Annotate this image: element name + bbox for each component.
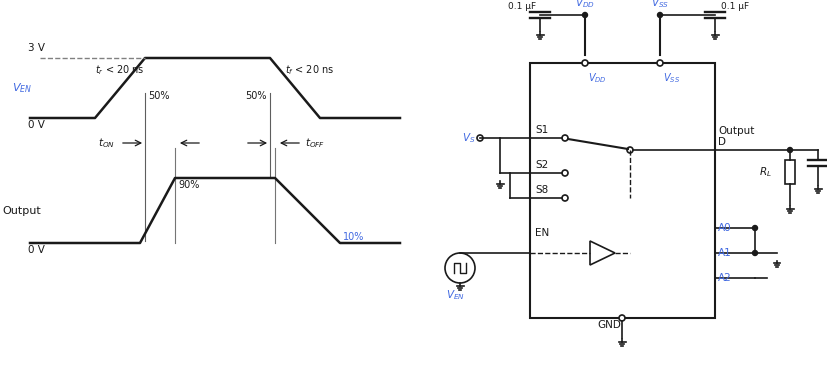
- Circle shape: [562, 135, 568, 141]
- Text: 50%: 50%: [246, 91, 267, 101]
- Text: $V_{EN}$: $V_{EN}$: [446, 288, 465, 302]
- Circle shape: [562, 195, 568, 201]
- Text: A2: A2: [718, 273, 732, 283]
- Text: A1: A1: [718, 248, 732, 258]
- Text: $V_{DD}$: $V_{DD}$: [588, 71, 607, 85]
- Text: 0 V: 0 V: [28, 120, 45, 130]
- Text: GND: GND: [597, 320, 621, 330]
- Text: $V_S$: $V_S$: [461, 131, 475, 145]
- Circle shape: [753, 251, 758, 256]
- Text: $V_{DD}$: $V_{DD}$: [575, 0, 595, 10]
- Text: Output: Output: [2, 206, 41, 216]
- Text: A0: A0: [718, 223, 732, 233]
- Text: S8: S8: [535, 185, 548, 195]
- Circle shape: [657, 13, 662, 18]
- Circle shape: [582, 60, 588, 66]
- Text: 90%: 90%: [178, 179, 199, 189]
- Circle shape: [657, 60, 663, 66]
- Text: S2: S2: [535, 160, 548, 170]
- Circle shape: [627, 147, 633, 153]
- Text: $V_{SS}$: $V_{SS}$: [663, 71, 680, 85]
- Text: $V_{EN}$: $V_{EN}$: [12, 81, 32, 95]
- Text: 0 V: 0 V: [28, 245, 45, 255]
- Circle shape: [562, 170, 568, 176]
- Circle shape: [619, 315, 625, 321]
- Bar: [785, 160, 795, 184]
- Text: $t_{ON}$: $t_{ON}$: [98, 136, 115, 150]
- Text: 3 V: 3 V: [28, 43, 45, 53]
- Text: Output: Output: [718, 126, 754, 136]
- Circle shape: [477, 135, 483, 141]
- Text: $t_f$ < 20 ns: $t_f$ < 20 ns: [285, 63, 335, 77]
- Text: $V_{SS}$: $V_{SS}$: [651, 0, 669, 10]
- Text: S1: S1: [535, 125, 548, 135]
- Text: 10%: 10%: [343, 232, 365, 241]
- Text: EN: EN: [535, 228, 549, 238]
- Text: $t_{OFF}$: $t_{OFF}$: [305, 136, 325, 150]
- Circle shape: [787, 147, 792, 153]
- Text: D: D: [718, 137, 726, 147]
- Circle shape: [753, 226, 758, 231]
- Text: 0.1 µF: 0.1 µF: [508, 2, 536, 11]
- Bar: [530, 63, 715, 318]
- Circle shape: [445, 253, 475, 283]
- Text: $R_L$: $R_L$: [759, 165, 772, 179]
- Text: 50%: 50%: [148, 91, 170, 101]
- Text: 0.1 µF: 0.1 µF: [721, 2, 749, 11]
- Circle shape: [582, 13, 587, 18]
- Text: $t_r$ < 20 ns: $t_r$ < 20 ns: [95, 63, 145, 77]
